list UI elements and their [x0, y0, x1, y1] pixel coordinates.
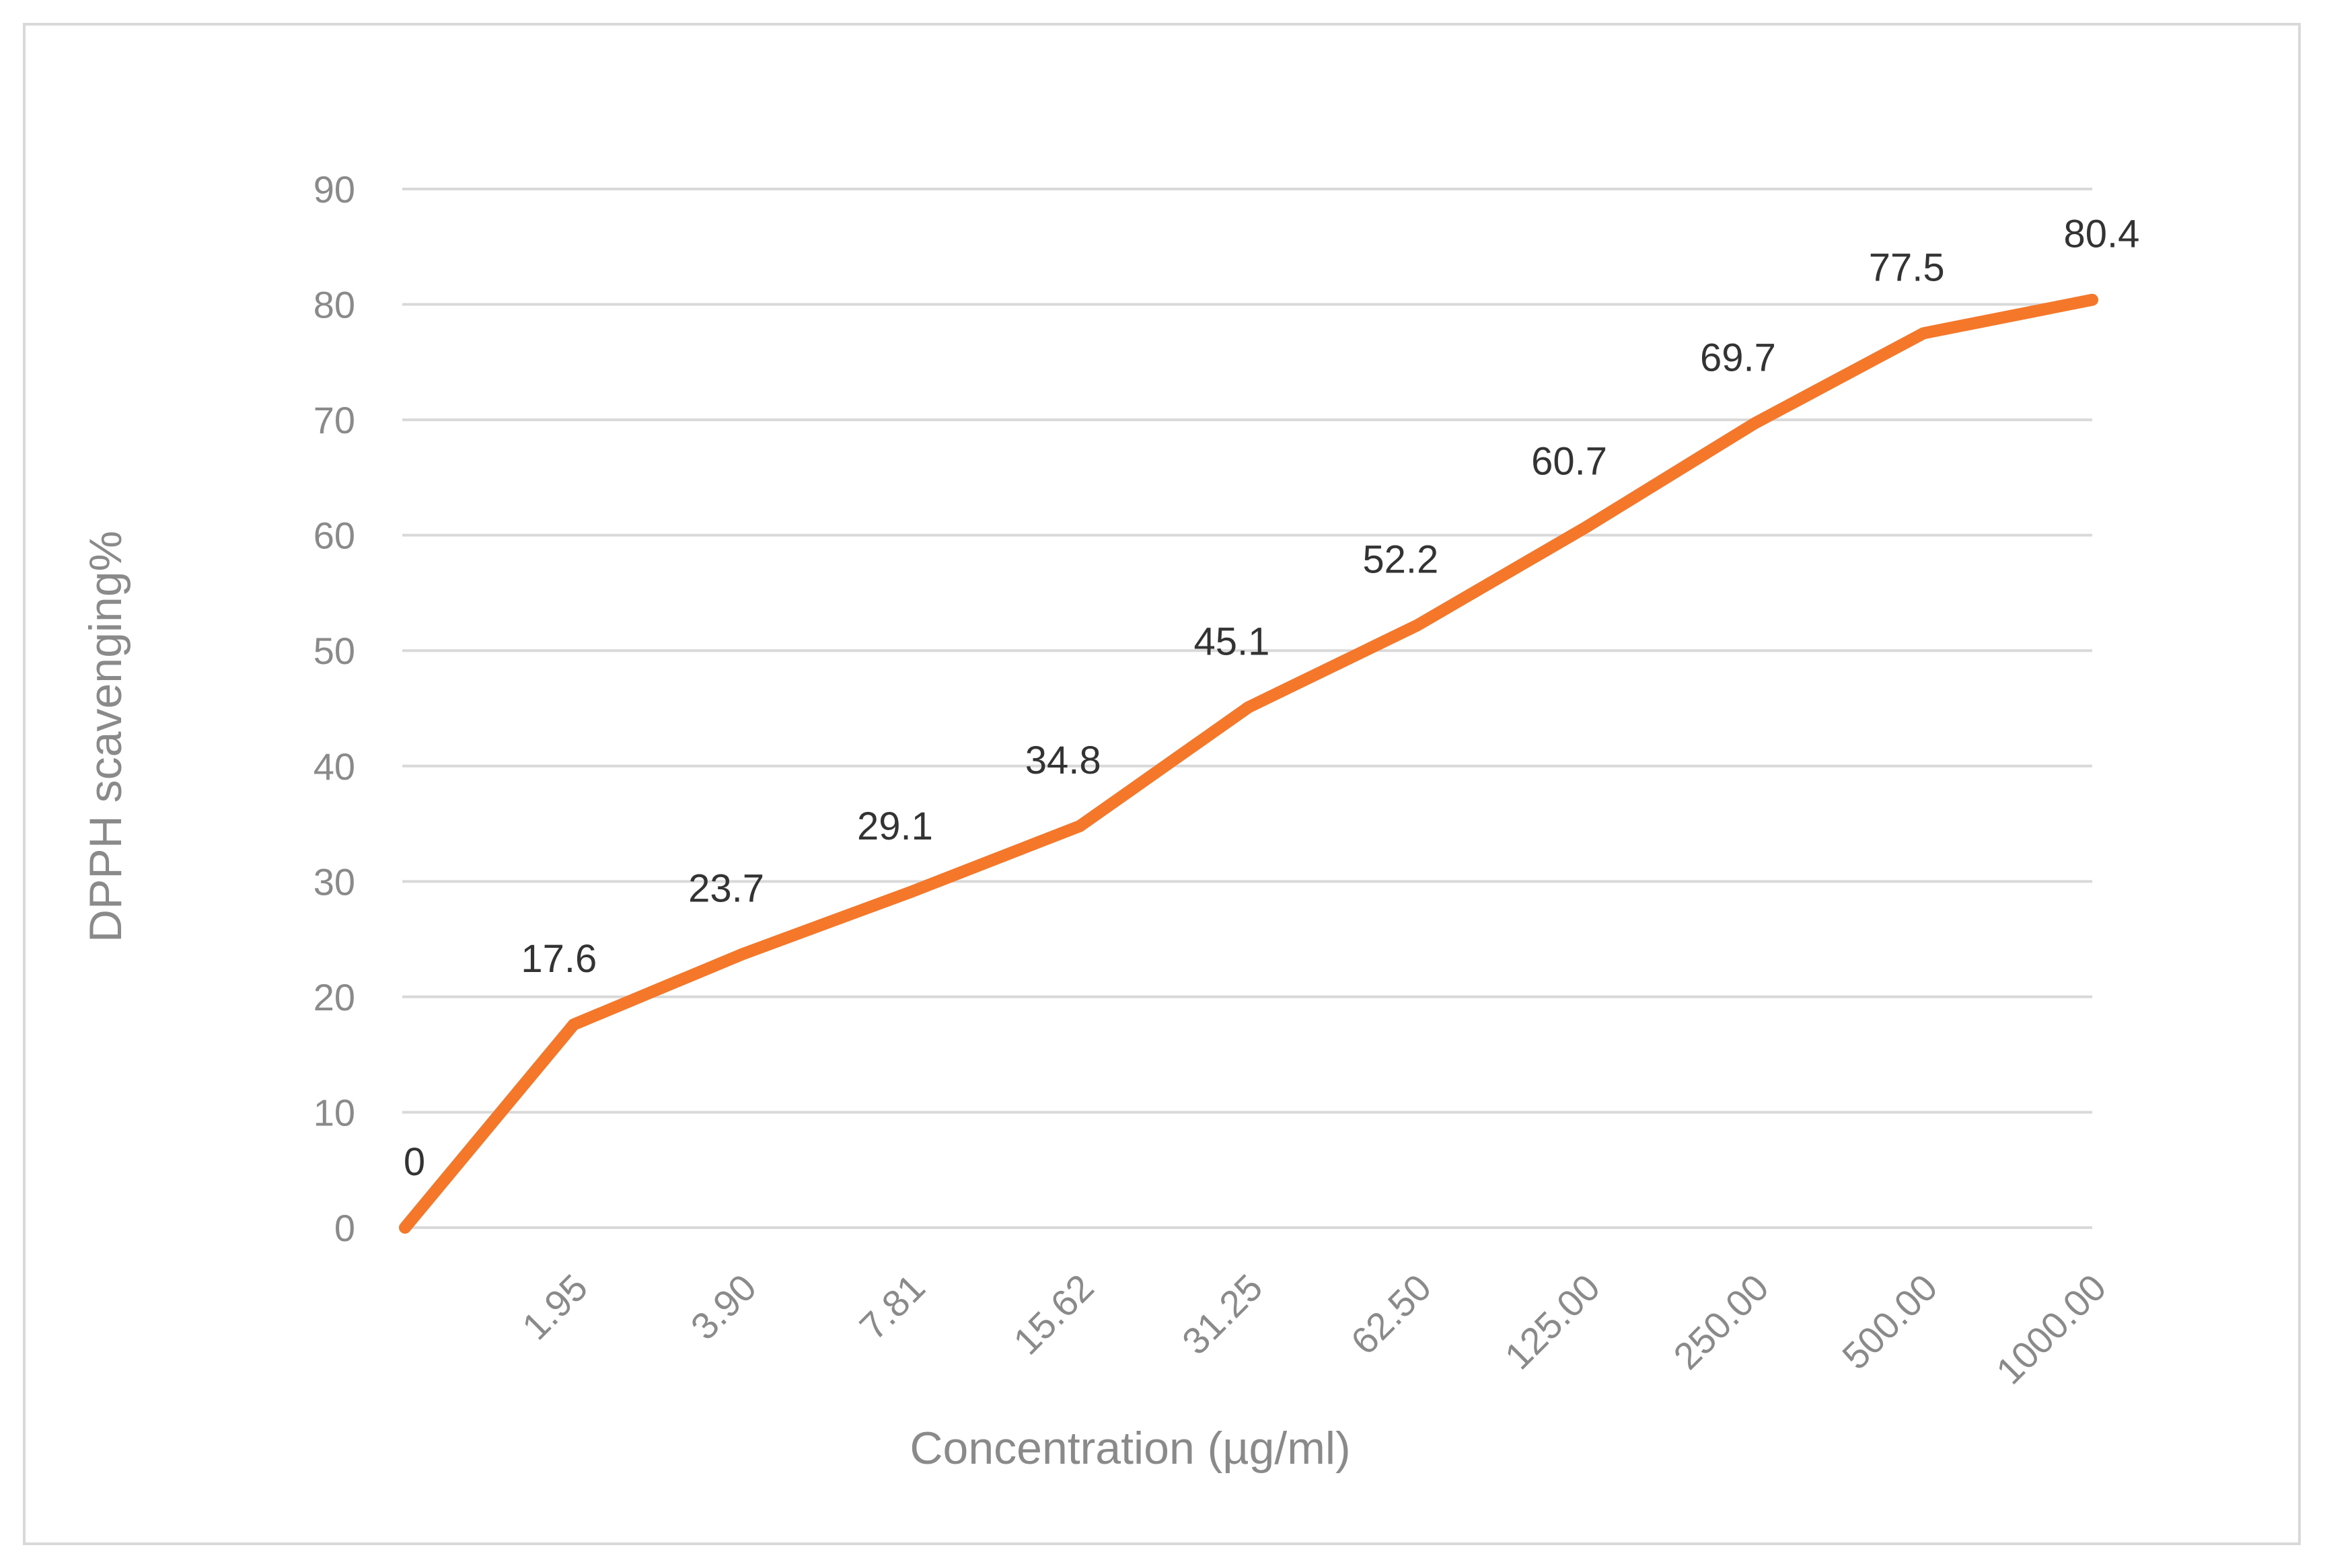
gridlines — [402, 188, 2092, 1229]
data-label: 80.4 — [2064, 213, 2140, 256]
y-tick-label: 0 — [334, 1207, 355, 1249]
data-point — [1416, 624, 1418, 626]
series — [399, 293, 2098, 1234]
x-tick-label: 7.81 — [851, 1266, 933, 1348]
x-tick-label: 31.25 — [1174, 1266, 1271, 1363]
data-label: 34.8 — [1025, 739, 1101, 782]
data-label: 17.6 — [521, 937, 597, 981]
x-tick-label: 500.00 — [1834, 1266, 1946, 1378]
y-tick-label: 60 — [313, 515, 355, 557]
y-axis-title: DPPH scavenging% — [80, 531, 131, 942]
data-point — [1079, 825, 1081, 827]
y-tick-label: 90 — [313, 168, 355, 211]
data-label: 23.7 — [688, 866, 764, 910]
y-tick-label: 20 — [313, 976, 355, 1018]
data-label: 77.5 — [1869, 246, 1945, 289]
y-tick-label: 80 — [313, 284, 355, 326]
data-point — [1248, 706, 1249, 708]
y-tick-label: 10 — [313, 1091, 355, 1133]
data-labels: 0 17.6 23.7 29.1 34.8 45.1 52.2 60.7 69.7 77.5 80.… — [404, 213, 2140, 1184]
y-tick-label: 40 — [313, 745, 355, 788]
x-tick-label: 250.00 — [1665, 1266, 1777, 1378]
x-tick-label: 1000.00 — [1988, 1266, 2114, 1392]
x-tick-label: 15.62 — [1005, 1266, 1102, 1363]
y-tick-label: 30 — [313, 860, 355, 903]
chart-frame — [23, 23, 2301, 1545]
x-tick-label: 62.50 — [1343, 1266, 1440, 1363]
data-point — [1754, 422, 1756, 424]
data-point — [1585, 526, 1587, 528]
x-tick-label: 3.90 — [682, 1266, 764, 1348]
data-label: 69.7 — [1700, 336, 1776, 379]
data-point — [573, 1024, 575, 1026]
data-label: 29.1 — [857, 805, 933, 848]
y-axis-ticks: 0 10 20 30 40 50 60 70 80 90 — [313, 168, 355, 1249]
data-point — [404, 1227, 406, 1228]
y-tick-label: 70 — [313, 399, 355, 441]
x-axis-title: Concentration (µg/ml) — [910, 1423, 1350, 1474]
data-point — [910, 891, 912, 893]
x-tick-label: 125.00 — [1496, 1266, 1608, 1378]
series-line — [399, 293, 2098, 1234]
data-point — [2092, 299, 2093, 301]
data-label: 52.2 — [1362, 537, 1438, 581]
data-label: 45.1 — [1194, 620, 1270, 663]
data-label: 60.7 — [1531, 440, 1607, 484]
x-axis-ticks: 1.95 3.90 7.81 15.62 31.25 62.50 125.00 250.00 5… — [514, 1266, 2114, 1392]
x-tick-label: 1.95 — [514, 1266, 596, 1348]
y-tick-label: 50 — [313, 630, 355, 672]
data-point — [741, 953, 743, 955]
data-label: 0 — [404, 1140, 425, 1184]
data-point — [1923, 332, 1925, 334]
